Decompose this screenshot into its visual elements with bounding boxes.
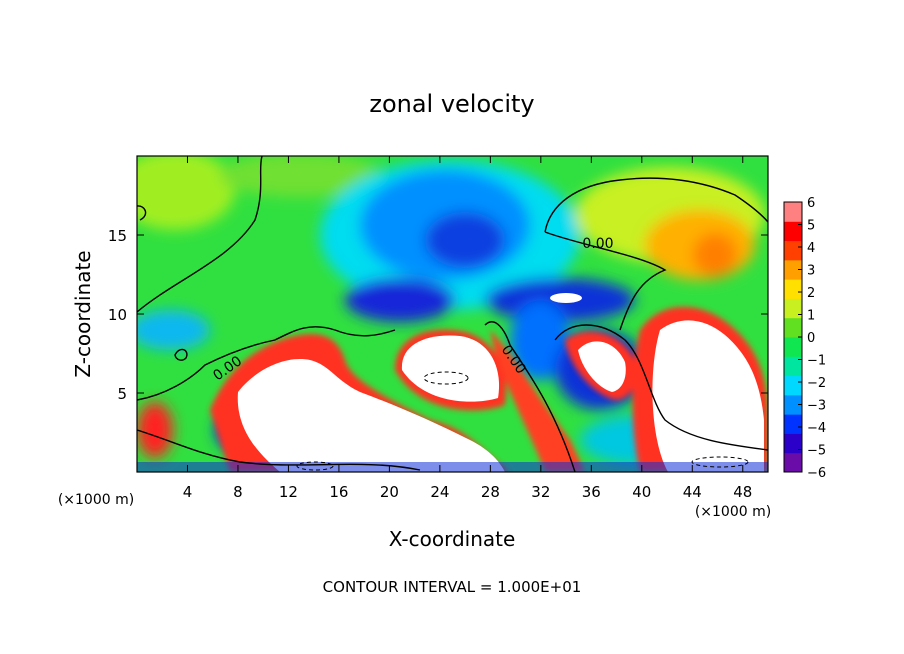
x-unit-right: (×1000 m) bbox=[695, 504, 771, 520]
colorbar-tick-label: −4 bbox=[807, 421, 826, 436]
colorbar-tick-label: −3 bbox=[807, 399, 826, 414]
colorbar-swatch bbox=[784, 433, 802, 454]
colorbar-swatch bbox=[784, 202, 802, 222]
x-tick-label: 20 bbox=[380, 483, 399, 501]
y-axis: 5 10 15 bbox=[108, 227, 768, 403]
x-tick-label: 32 bbox=[531, 483, 550, 501]
chart-title: zonal velocity bbox=[369, 90, 534, 118]
contour-interval-note: CONTOUR INTERVAL = 1.000E+01 bbox=[323, 578, 582, 596]
colorbar-tick-label: 5 bbox=[807, 219, 815, 234]
colorbar-swatch bbox=[784, 279, 802, 299]
colorbar-swatch bbox=[784, 452, 802, 473]
x-tick-label: 48 bbox=[733, 483, 752, 501]
x-tick-label: 4 bbox=[183, 483, 193, 501]
contour-label: 0.00 bbox=[582, 236, 613, 252]
colorbar-tick-label: 2 bbox=[807, 286, 815, 301]
x-tick-label: 8 bbox=[233, 483, 243, 501]
colorbar-swatch bbox=[784, 356, 802, 377]
colorbar-swatch bbox=[784, 375, 802, 396]
colorbar-swatch bbox=[784, 337, 802, 357]
y-tick-label: 15 bbox=[108, 227, 127, 245]
x-tick-label: 12 bbox=[279, 483, 298, 501]
x-axis-label: X-coordinate bbox=[389, 527, 516, 551]
colorbar-tick-label: −6 bbox=[807, 466, 826, 481]
colorbar-swatch bbox=[784, 221, 802, 242]
colorbar-tick-label: 6 bbox=[807, 196, 815, 211]
x-axis: 4 8 12 16 20 24 28 32 36 40 44 48 bbox=[183, 156, 752, 501]
colorbar-swatch bbox=[784, 317, 802, 338]
heatmap-field: 0.00 0.00 0.00 bbox=[137, 156, 768, 472]
colorbar-swatch bbox=[784, 394, 802, 415]
x-tick-label: 24 bbox=[430, 483, 449, 501]
y-tick-label: 5 bbox=[117, 385, 127, 403]
colorbar-swatch bbox=[784, 240, 802, 261]
x-tick-label: 28 bbox=[481, 483, 500, 501]
colorbar-tick-label: 3 bbox=[807, 264, 815, 279]
x-tick-label: 44 bbox=[683, 483, 702, 501]
colorbar-swatch bbox=[784, 298, 802, 319]
y-axis-label: Z-coordinate bbox=[71, 250, 95, 377]
colorbar-tick-label: −2 bbox=[807, 376, 826, 391]
colorbar-tick-label: −5 bbox=[807, 444, 826, 459]
colorbar-tick-label: 1 bbox=[807, 309, 815, 324]
colorbar-swatch bbox=[784, 414, 802, 434]
colorbar-tick-label: −1 bbox=[807, 354, 826, 369]
colorbar: 6 5 4 3 2 1 0 −1 −2 −3 −4 −5 −6 bbox=[783, 196, 826, 481]
zero-contours bbox=[137, 156, 768, 472]
x-tick-label: 36 bbox=[582, 483, 601, 501]
x-tick-label: 16 bbox=[329, 483, 348, 501]
colorbar-tick-label: 4 bbox=[807, 241, 815, 256]
colorbar-tick-label: 0 bbox=[807, 331, 815, 346]
x-tick-label: 40 bbox=[632, 483, 651, 501]
y-tick-label: 10 bbox=[108, 306, 127, 324]
colorbar-swatch bbox=[784, 259, 802, 280]
x-unit-left: (×1000 m) bbox=[58, 492, 134, 508]
